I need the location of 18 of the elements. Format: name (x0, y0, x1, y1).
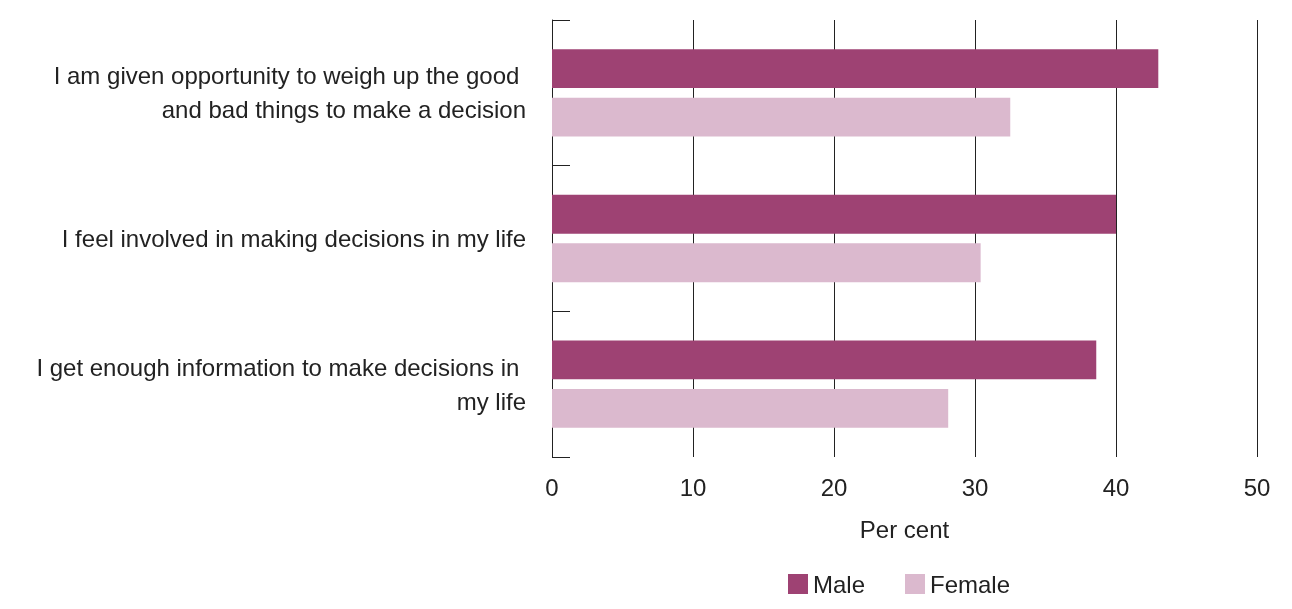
x-tick-label: 10 (679, 473, 707, 501)
x-axis-title: Per cent (859, 515, 950, 543)
bar (552, 389, 949, 428)
x-tick-label: 40 (1102, 473, 1130, 501)
x-tick-label: 20 (820, 473, 848, 501)
y-tick-label: I get enough information to make decisions in my life (36, 353, 526, 415)
legend-label: Male (813, 570, 866, 598)
bar (552, 97, 1011, 137)
x-tick-label: 50 (1243, 473, 1271, 501)
bar (552, 49, 1159, 88)
legend-label: Female (930, 570, 1011, 598)
bar (552, 243, 981, 283)
y-tick-label: I am given opportunity to weigh up the good and bad things to make a decision (53, 62, 526, 124)
x-tick-label: 0 (545, 473, 559, 501)
x-tick-label: 30 (961, 473, 989, 501)
y-tick-label: I feel involved in making decisions in my life (61, 225, 526, 252)
bar (552, 340, 1097, 380)
bar (552, 194, 1116, 234)
